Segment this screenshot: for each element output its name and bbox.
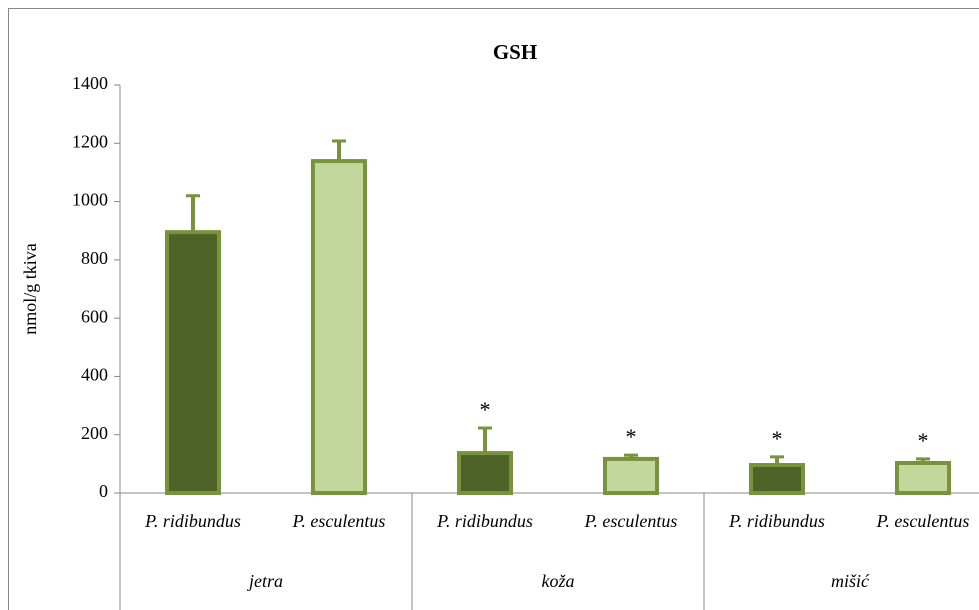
x-group-label: mišić <box>831 571 870 591</box>
bar <box>749 463 805 495</box>
bar <box>311 159 367 495</box>
y-tick-label: 1400 <box>72 73 108 93</box>
significance-mark: * <box>480 397 491 422</box>
y-tick-label: 1200 <box>72 131 108 151</box>
x-group-label: jetra <box>247 571 283 591</box>
y-axis-label: nmol/g tkiva <box>20 243 40 335</box>
y-tick-label: 0 <box>99 481 108 501</box>
chart-title: GSH <box>493 40 537 64</box>
y-tick-label: 400 <box>81 365 108 385</box>
bar <box>165 230 221 496</box>
bar <box>603 456 659 496</box>
significance-mark: * <box>918 428 929 453</box>
bar <box>457 451 513 495</box>
y-tick-label: 1000 <box>72 190 108 210</box>
x-group-label: koža <box>542 571 575 591</box>
x-tick-label: P. ridibundus <box>436 511 533 531</box>
y-tick-label: 200 <box>81 423 108 443</box>
x-tick-label: P. esculentus <box>876 511 970 531</box>
significance-mark: * <box>772 426 783 451</box>
x-tick-label: P. ridibundus <box>728 511 825 531</box>
x-tick-label: P. esculentus <box>584 511 678 531</box>
significance-mark: * <box>626 424 637 449</box>
x-tick-label: P. ridibundus <box>144 511 241 531</box>
bar <box>895 460 951 495</box>
y-tick-label: 800 <box>81 248 108 268</box>
x-tick-label: P. esculentus <box>292 511 386 531</box>
y-tick-label: 600 <box>81 306 108 326</box>
